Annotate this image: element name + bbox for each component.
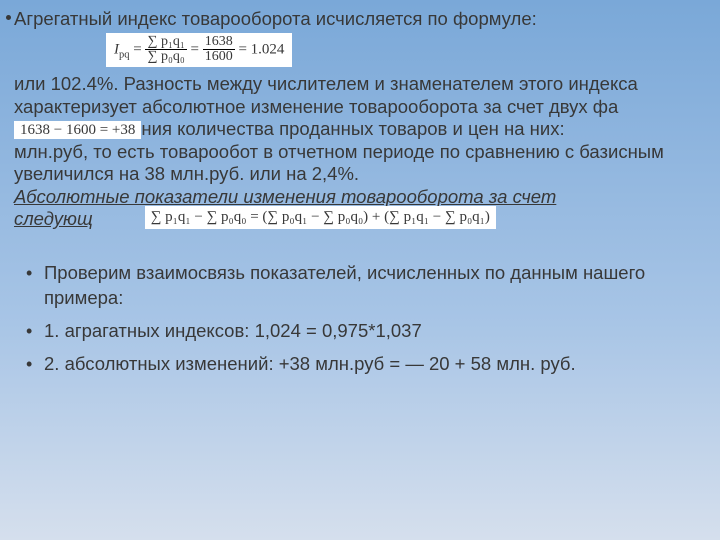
frac1-num: ∑ p₁q₁: [145, 35, 186, 51]
para2b: ния количества проданных товаров и цен н…: [141, 118, 564, 139]
formula-lhs-sub: pq: [119, 49, 130, 60]
para3-ital-a: Абсолютные показатели изменения товарооб…: [14, 186, 556, 207]
formula-eq2: =: [187, 41, 203, 57]
formula-ipq: Ipq = ∑ p₁q₁∑ p₀q₀ = 16381600 = 1.024: [106, 33, 292, 67]
formula-eq3: = 1.024: [235, 41, 285, 57]
list-item: 2. абсолютных изменений: +38 млн.руб = —…: [44, 352, 706, 377]
frac2-num: 1638: [203, 35, 235, 51]
main-text-block: Агрегатный индекс товарооборота исчисляе…: [14, 8, 706, 231]
formula-frac1: ∑ p₁q₁∑ p₀q₀: [145, 35, 186, 65]
formula-eq1: =: [130, 41, 146, 57]
paragraph-explanation: или 102.4%. Разность между числителем и …: [14, 73, 706, 186]
paragraph-italic: Абсолютные показатели изменения товарооб…: [14, 186, 706, 231]
frac2-den: 1600: [203, 50, 235, 65]
bullet-list: Проверим взаимосвязь показателей, исчисл…: [14, 261, 706, 377]
para3-ital-prefix: следующ: [14, 208, 93, 229]
para2a: или 102.4%. Разность между числителем и …: [14, 73, 638, 117]
slide-content: Агрегатный индекс товарооборота исчисляе…: [0, 0, 720, 393]
title-line: Агрегатный индекс товарооборота исчисляе…: [14, 8, 706, 31]
list-item: Проверим взаимосвязь показателей, исчисл…: [44, 261, 706, 311]
list-item: 1. аграгатных индексов: 1,024 = 0,975*1,…: [44, 319, 706, 344]
bullet-marker: [6, 15, 11, 20]
formula-decomposition: ∑ p₁q₁ − ∑ p₀q₀ = (∑ p₀q₁ − ∑ p₀q₀) + (∑…: [145, 206, 496, 228]
formula-diff: 1638 − 1600 = +38: [14, 121, 141, 139]
formula-frac2: 16381600: [203, 35, 235, 65]
para2c: млн.руб, то есть товарообот в отчетном п…: [14, 141, 664, 185]
frac1-den: ∑ p₀q₀: [145, 50, 186, 65]
